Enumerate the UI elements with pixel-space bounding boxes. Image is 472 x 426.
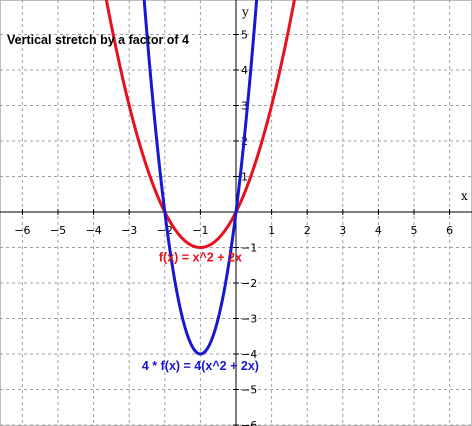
y-tick-label: −2 [241,277,257,290]
curve-labels: f(x) = x^2 + 2x 4 * f(x) = 4(x^2 + 2x) [142,251,259,373]
y-tick-label: −3 [241,313,257,326]
curves [104,0,296,356]
y-tick-label: −6 [241,419,257,426]
y-tick-label: −1 [241,242,257,255]
x-tick-label: −4 [85,224,101,237]
x-tick-label: −3 [121,224,137,237]
series-label-1: f(x) = x^2 + 2x [159,251,242,265]
chart-title: Vertical stretch by a factor of 4 [7,33,189,47]
x-axis-label: x [461,189,468,203]
series-line-2 [142,0,259,356]
x-tick-label: −1 [192,224,208,237]
x-tick-label: 1 [268,224,275,237]
y-axis-label: y [241,5,249,19]
y-tick-label: 3 [241,100,248,113]
x-tick-label: −6 [14,224,30,237]
x-tick-label: 3 [339,224,346,237]
x-tick-label: 4 [375,224,382,237]
y-tick-label: 4 [241,64,248,77]
y-tick-label: 1 [241,171,248,184]
x-tick-label: 6 [446,224,453,237]
x-tick-label: 5 [411,224,418,237]
series-label-2: 4 * f(x) = 4(x^2 + 2x) [142,359,259,373]
x-tick-label: −2 [157,224,173,237]
y-tick-label: −5 [241,384,257,397]
x-tick-label: −5 [50,224,66,237]
y-tick-label: −4 [241,348,257,361]
y-tick-label: 5 [241,29,248,42]
x-tick-label: 2 [304,224,311,237]
